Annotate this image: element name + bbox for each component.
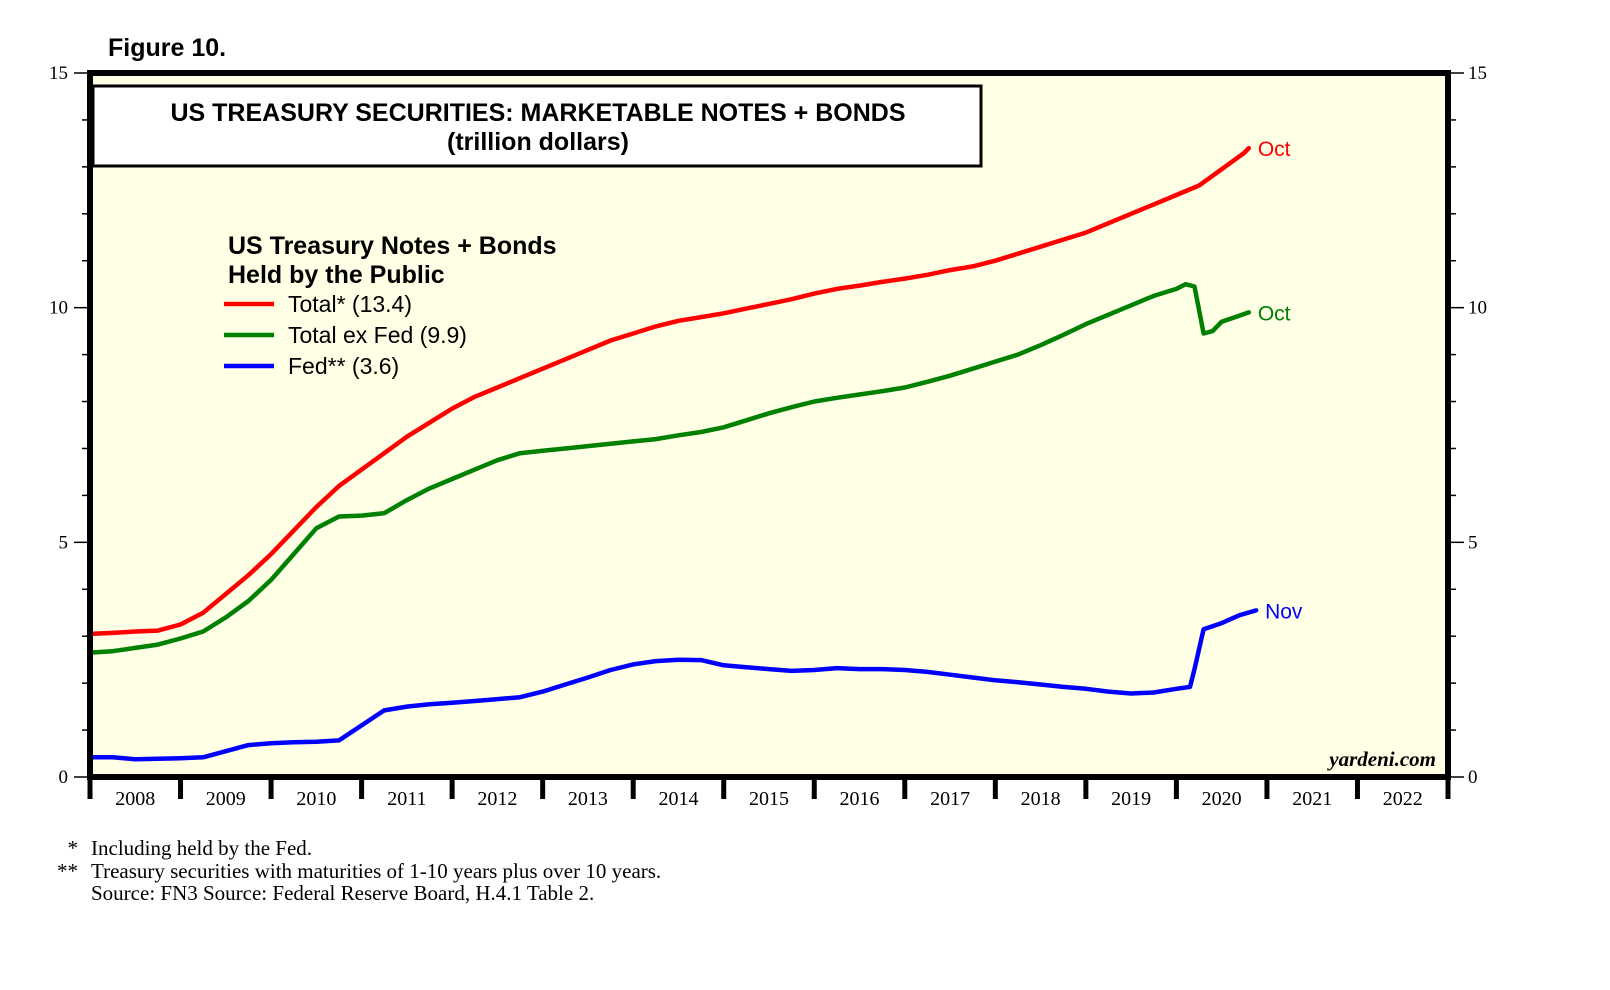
footnote-1-marker: * — [68, 836, 79, 860]
x-tick-label: 2017 — [930, 788, 970, 810]
x-tick-label: 2014 — [658, 788, 698, 810]
y-tick-label-left: 15 — [49, 63, 68, 84]
y-tick-label-left: 10 — [49, 298, 68, 319]
series-end-label-2: Nov — [1265, 600, 1303, 623]
x-tick-label: 2019 — [1111, 788, 1151, 810]
x-tick-label: 2012 — [477, 788, 517, 810]
legend-title-line2: Held by the Public — [228, 261, 445, 289]
end-labels: Oct Oct Nov — [1258, 138, 1303, 623]
y-tick-label-left: 5 — [59, 532, 69, 553]
plot-area — [90, 73, 1448, 777]
x-tick-label: 2015 — [749, 788, 789, 810]
y-axis-left: 0 5 10 15 — [49, 63, 90, 788]
x-tick-label: 2016 — [840, 788, 880, 810]
y-tick-label-right: 15 — [1468, 63, 1487, 84]
series-group — [87, 145, 1259, 762]
x-tick-label: 2013 — [568, 788, 608, 810]
legend-label-0: Total* (13.4) — [288, 291, 412, 317]
y-tick-label-left: 0 — [59, 767, 69, 788]
y-axis-right: 0 5 10 15 — [1448, 63, 1487, 788]
x-tick-label: 2011 — [387, 788, 426, 810]
legend-label-1: Total ex Fed (9.9) — [288, 322, 467, 348]
y-tick-label-right: 0 — [1468, 767, 1478, 788]
figure-label: Figure 10. — [108, 34, 226, 62]
footnote-2-text: Treasury securities with maturities of 1… — [91, 859, 661, 883]
x-tick-label: 2008 — [115, 788, 155, 810]
series-end-label-0: Oct — [1258, 138, 1291, 161]
watermark: yardeni.com — [1326, 747, 1436, 771]
x-axis: 2008 2009 2010 2011 2012 2013 2014 2015 2016 2017… — [87, 777, 1451, 810]
y-tick-label-right: 10 — [1468, 298, 1487, 319]
title-box: US TREASURY SECURITIES: MARKETABLE NOTES… — [91, 84, 983, 168]
x-tick-label: 2021 — [1292, 788, 1332, 810]
chart-title: US TREASURY SECURITIES: MARKETABLE NOTES… — [170, 99, 905, 127]
x-tick-label: 2022 — [1383, 788, 1423, 810]
legend-label-2: Fed** (3.6) — [288, 353, 399, 379]
series-line-2 — [87, 608, 1259, 762]
chart-subtitle: (trillion dollars) — [447, 128, 629, 156]
footnote-source: Source: FN3 Source: Federal Reserve Boar… — [91, 881, 594, 905]
plot-frame — [87, 70, 1451, 780]
footnote-2-marker: ** — [57, 859, 78, 883]
legend-title-line1: US Treasury Notes + Bonds — [228, 232, 557, 260]
x-tick-label: 2009 — [206, 788, 246, 810]
x-tick-label: 2010 — [296, 788, 336, 810]
x-tick-label: 2018 — [1021, 788, 1061, 810]
y-tick-label-right: 5 — [1468, 532, 1478, 553]
series-line-0 — [87, 145, 1252, 637]
series-line-1 — [87, 281, 1252, 655]
x-tick-label: 2020 — [1202, 788, 1242, 810]
legend: US Treasury Notes + Bonds Held by the Pu… — [224, 232, 557, 379]
footnote-1-text: Including held by the Fed. — [91, 836, 312, 860]
series-end-label-1: Oct — [1258, 302, 1291, 325]
footnotes: * Including held by the Fed. ** Treasury… — [57, 836, 661, 905]
